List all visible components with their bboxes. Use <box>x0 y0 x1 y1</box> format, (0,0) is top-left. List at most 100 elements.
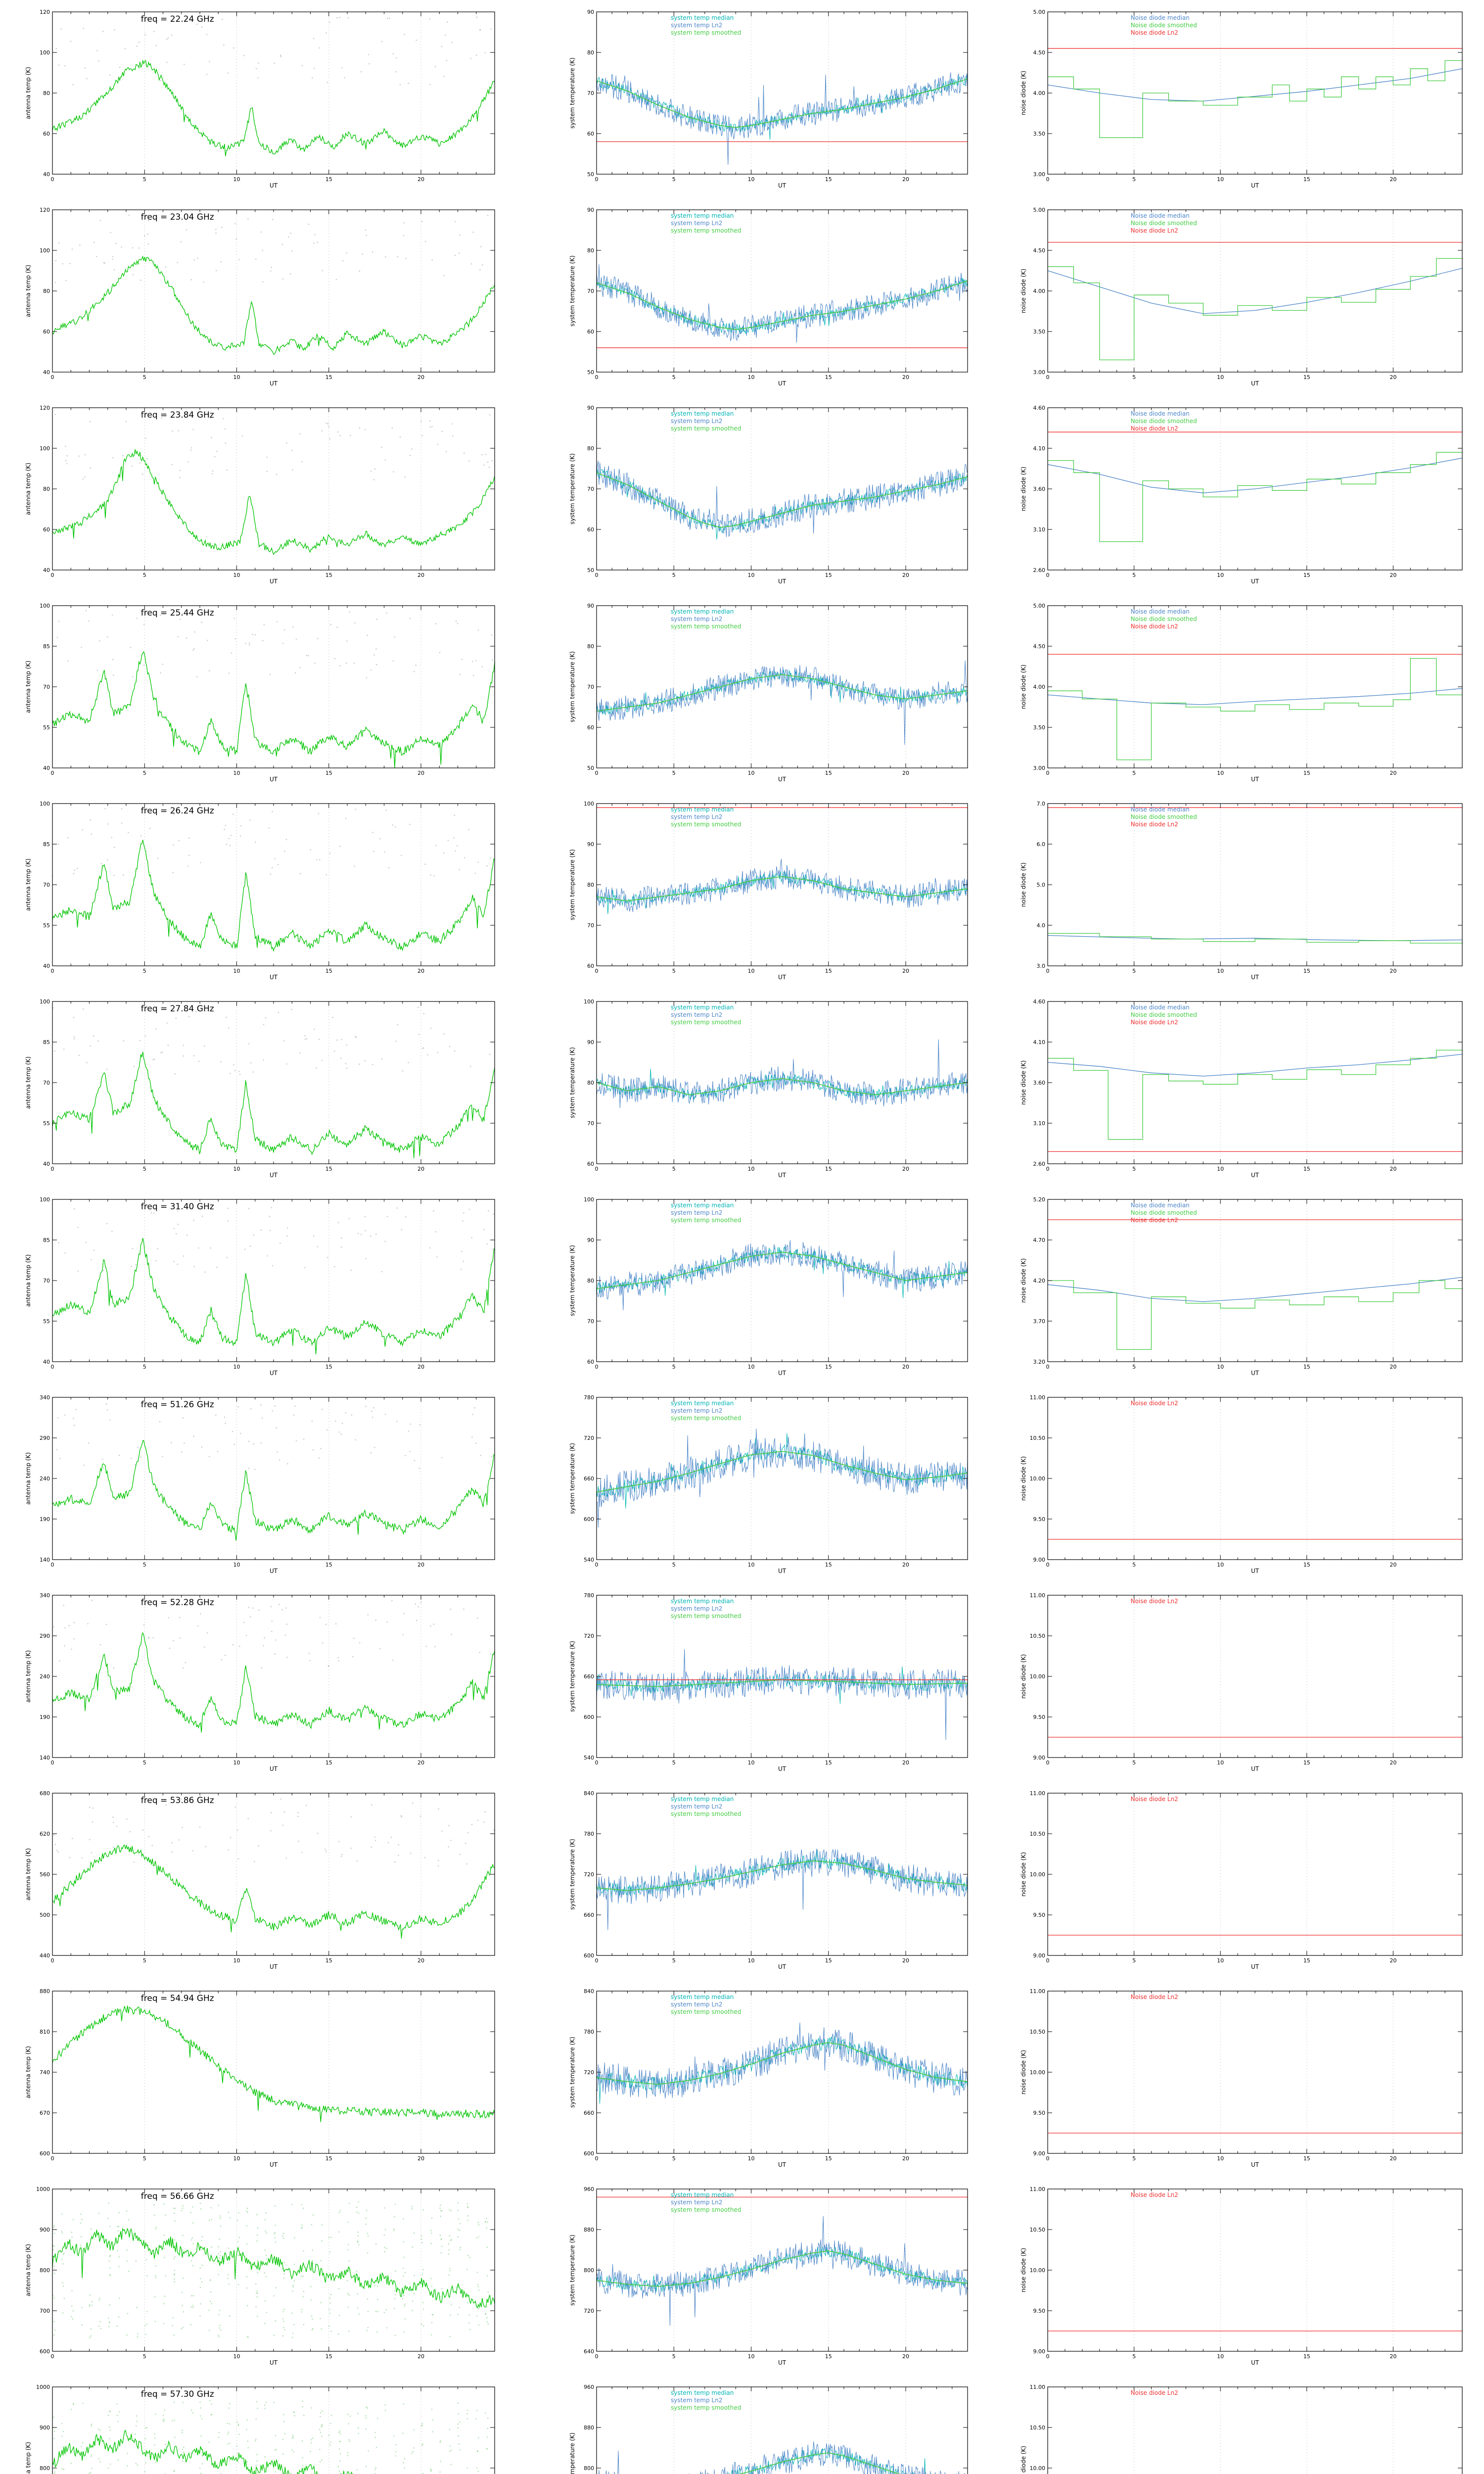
chart-25p44GHz-system-temp: 0 5 10 15 20 50 60 70 80 90 UT system temperature (… <box>568 601 972 785</box>
svg-text:10.50: 10.50 <box>1030 2425 1046 2431</box>
svg-text:UT: UT <box>1251 578 1259 585</box>
svg-text:Noise diode smoothed: Noise diode smoothed <box>1131 418 1197 425</box>
svg-text:antenna temp (K): antenna temp (K) <box>25 67 32 119</box>
svg-text:20: 20 <box>417 968 424 974</box>
svg-text:system temp median: system temp median <box>671 14 734 21</box>
svg-text:20: 20 <box>902 2353 909 2360</box>
svg-text:UT: UT <box>778 380 787 387</box>
svg-text:noise diode (K): noise diode (K) <box>1020 269 1027 313</box>
svg-text:20: 20 <box>902 1166 909 1172</box>
svg-text:10: 10 <box>748 770 755 776</box>
svg-text:Noise diode median: Noise diode median <box>1131 806 1190 813</box>
svg-text:70: 70 <box>587 684 594 690</box>
svg-text:UT: UT <box>778 974 787 981</box>
svg-text:10.50: 10.50 <box>1030 2029 1046 2035</box>
svg-text:system temp Ln2: system temp Ln2 <box>671 2397 722 2404</box>
svg-text:Noise diode smoothed: Noise diode smoothed <box>1131 220 1197 227</box>
svg-text:11.00: 11.00 <box>1030 1790 1046 1797</box>
chart-27p84GHz-system-temp: 0 5 10 15 20 60 70 80 90 100 UT system temperature … <box>568 997 972 1181</box>
svg-text:90: 90 <box>587 841 594 848</box>
svg-text:0: 0 <box>51 374 54 381</box>
svg-text:system temp Ln2: system temp Ln2 <box>671 616 722 622</box>
svg-text:10: 10 <box>748 1364 755 1370</box>
svg-text:Noise diode Ln2: Noise diode Ln2 <box>1131 29 1178 36</box>
svg-text:15: 15 <box>825 2353 832 2360</box>
svg-text:10: 10 <box>1217 2353 1224 2360</box>
svg-text:100: 100 <box>584 999 594 1005</box>
svg-text:10: 10 <box>748 1760 755 1766</box>
svg-text:Noise diode Ln2: Noise diode Ln2 <box>1131 227 1178 234</box>
svg-text:15: 15 <box>825 374 832 381</box>
svg-text:10: 10 <box>748 2155 755 2162</box>
svg-text:UT: UT <box>1251 974 1259 981</box>
svg-text:10: 10 <box>233 1166 240 1172</box>
svg-text:freq = 57.30 GHz: freq = 57.30 GHz <box>141 2389 214 2399</box>
svg-text:0: 0 <box>595 1166 599 1172</box>
svg-text:UT: UT <box>270 1765 278 1772</box>
svg-text:90: 90 <box>587 9 594 15</box>
chart-25p44GHz-antenna-temp: 0 5 10 15 20 40 55 70 85 100 UT antenna temp (K) fre… <box>24 601 499 785</box>
chart-53p86GHz-antenna-temp: 0 5 10 15 20 440 500 560 620 680 UT antenna temp (K… <box>24 1788 499 1972</box>
chart-26p24GHz-antenna-temp: 0 5 10 15 20 40 55 70 85 100 UT antenna temp (K) fre… <box>24 799 499 983</box>
chart-52p28GHz-noise-diode: 0 5 10 15 20 9.00 9.50 10.00 10.50 11.00 UT noise d… <box>1019 1590 1466 1774</box>
svg-text:0: 0 <box>1046 2353 1050 2360</box>
svg-text:20: 20 <box>902 770 909 776</box>
svg-text:system temperature (K): system temperature (K) <box>569 2432 576 2474</box>
svg-text:600: 600 <box>584 1516 594 1522</box>
svg-text:800: 800 <box>584 2465 594 2472</box>
svg-text:0: 0 <box>1046 1957 1050 1964</box>
svg-text:freq = 25.44 GHz: freq = 25.44 GHz <box>141 608 214 618</box>
svg-text:15: 15 <box>325 1166 332 1172</box>
svg-text:840: 840 <box>584 1790 594 1797</box>
svg-text:20: 20 <box>1390 1364 1396 1370</box>
svg-text:UT: UT <box>778 2359 787 2366</box>
svg-text:40: 40 <box>43 765 50 771</box>
svg-text:Noise diode Ln2: Noise diode Ln2 <box>1131 425 1178 432</box>
svg-text:system temp median: system temp median <box>671 806 734 813</box>
svg-text:670: 670 <box>40 2110 50 2116</box>
svg-text:5: 5 <box>1132 176 1136 183</box>
svg-text:freq = 51.26 GHz: freq = 51.26 GHz <box>141 1400 214 1410</box>
svg-text:UT: UT <box>270 1172 278 1179</box>
plot-row-5-26p24GHz: 0 5 10 15 20 40 55 70 85 100 UT antenna temp (K) fre… <box>0 792 1484 990</box>
svg-text:UT: UT <box>778 1765 787 1772</box>
svg-text:0: 0 <box>51 968 54 974</box>
svg-text:0: 0 <box>51 770 54 776</box>
svg-text:20: 20 <box>417 2155 424 2162</box>
svg-text:freq = 23.04 GHz: freq = 23.04 GHz <box>141 212 214 222</box>
chart-23p04GHz-antenna-temp: 0 5 10 15 20 40 60 80 100 120 UT antenna temp (K) fr… <box>24 205 499 389</box>
svg-text:900: 900 <box>40 2425 50 2431</box>
svg-text:11.00: 11.00 <box>1030 1394 1046 1401</box>
svg-text:15: 15 <box>325 770 332 776</box>
svg-text:90: 90 <box>587 1237 594 1243</box>
svg-text:0: 0 <box>595 968 599 974</box>
svg-text:antenna temp (K): antenna temp (K) <box>25 265 32 317</box>
svg-text:system temp Ln2: system temp Ln2 <box>671 1407 722 1414</box>
svg-text:15: 15 <box>1303 1760 1310 1766</box>
svg-text:0: 0 <box>51 1364 54 1370</box>
svg-text:40: 40 <box>43 567 50 573</box>
svg-text:15: 15 <box>325 176 332 183</box>
svg-text:UT: UT <box>778 1963 787 1970</box>
svg-text:5: 5 <box>143 770 146 776</box>
svg-text:10: 10 <box>748 1562 755 1568</box>
svg-text:freq = 26.24 GHz: freq = 26.24 GHz <box>141 806 214 816</box>
svg-text:3.60: 3.60 <box>1033 1080 1046 1086</box>
svg-text:UT: UT <box>270 1568 278 1574</box>
svg-text:system temperature (K): system temperature (K) <box>569 255 576 327</box>
svg-text:system temp smoothed: system temp smoothed <box>671 1019 741 1026</box>
svg-text:0: 0 <box>595 2155 599 2162</box>
svg-text:noise diode (K): noise diode (K) <box>1020 1654 1027 1699</box>
svg-text:3.0: 3.0 <box>1037 963 1046 969</box>
svg-text:85: 85 <box>43 643 50 650</box>
svg-text:780: 780 <box>584 1592 594 1599</box>
svg-text:0: 0 <box>51 2155 54 2162</box>
chart-27p84GHz-noise-diode: 0 5 10 15 20 2.60 3.10 3.60 4.10 4.60 UT noise diod… <box>1019 997 1466 1181</box>
svg-text:660: 660 <box>584 2110 594 2116</box>
svg-text:60: 60 <box>43 329 50 335</box>
svg-text:20: 20 <box>1390 1760 1396 1766</box>
svg-text:Noise diode smoothed: Noise diode smoothed <box>1131 813 1197 820</box>
chart-52p28GHz-system-temp: 0 5 10 15 20 540 600 660 720 780 UT system temperat… <box>568 1590 972 1774</box>
